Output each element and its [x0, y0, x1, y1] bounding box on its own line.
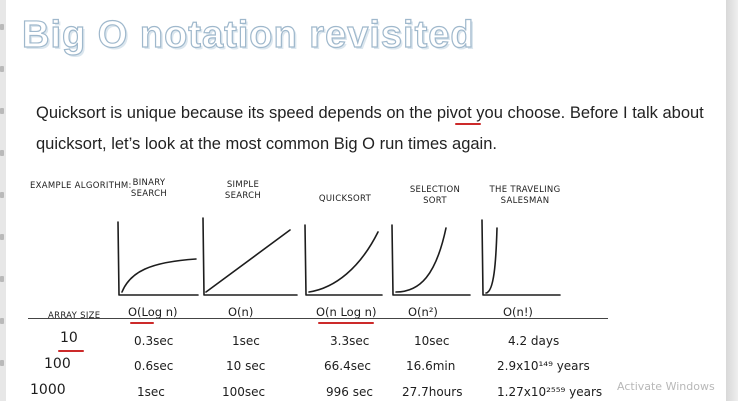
notation-n-factorial: O(n!): [503, 305, 533, 319]
n-log-n-underline: [318, 322, 374, 324]
size-divider: [28, 318, 608, 319]
notation-n-log-n: O(n Log n): [316, 305, 377, 319]
size-1000: 1000: [30, 382, 66, 398]
time-selection-1000: 27.7hours: [402, 385, 463, 399]
notation-log-n: O(Log n): [128, 305, 178, 319]
time-binary-100: 0.6sec: [134, 359, 174, 373]
graph-binary-search: [117, 221, 199, 296]
header-quicksort: QUICKSORT: [318, 194, 372, 204]
header-selection-sort: SELECTION SORT: [409, 185, 461, 206]
intro-paragraph: Quicksort is unique because its speed de…: [36, 104, 704, 153]
array-size-label: ARRAY SIZE: [48, 311, 101, 321]
time-salesman-10: 4.2 days: [508, 334, 560, 348]
time-selection-100: 16.6min: [406, 359, 456, 373]
time-quicksort-10: 3.3sec: [330, 334, 370, 348]
notation-n: O(n): [228, 305, 254, 319]
page-edge-shadow: [726, 0, 738, 401]
time-quicksort-100: 66.4sec: [324, 359, 371, 373]
header-binary-search: BINARY SEARCH: [130, 178, 168, 199]
time-quicksort-1000: 996 sec: [326, 385, 373, 399]
graph-simple-search: [202, 217, 298, 296]
size-100: 100: [44, 356, 71, 372]
graph-traveling-salesman: [481, 219, 561, 296]
time-binary-10: 0.3sec: [134, 334, 174, 348]
notation-n-squared: O(n²): [408, 305, 438, 319]
slide-title: Big O notation revisited: [21, 13, 475, 56]
time-simple-100: 10 sec: [226, 359, 266, 373]
graph-selection-sort: [391, 224, 471, 296]
time-salesman-100: 2.9x10¹⁴⁹ years: [497, 359, 590, 373]
time-simple-1000: 100sec: [222, 385, 266, 399]
time-salesman-1000: 1.27x10²⁵⁵⁹ years: [497, 385, 603, 399]
time-simple-10: 1sec: [232, 334, 260, 348]
size-10-underline: [58, 350, 84, 352]
size-10: 10: [60, 330, 78, 346]
header-simple-search: SIMPLE SEARCH: [224, 180, 262, 201]
log-n-underline: [130, 322, 154, 324]
time-binary-1000: 1sec: [137, 385, 165, 399]
time-selection-10: 10sec: [414, 334, 450, 348]
slide-edge-strip: [0, 0, 6, 401]
pivot-underline: [455, 123, 481, 125]
example-algorithm-label: EXAMPLE ALGORITHM:: [30, 181, 132, 191]
graph-quicksort: [304, 224, 383, 296]
header-traveling-salesman: THE TRAVELING SALESMAN: [489, 185, 561, 206]
activate-windows-watermark: Activate Windows: [617, 380, 715, 393]
